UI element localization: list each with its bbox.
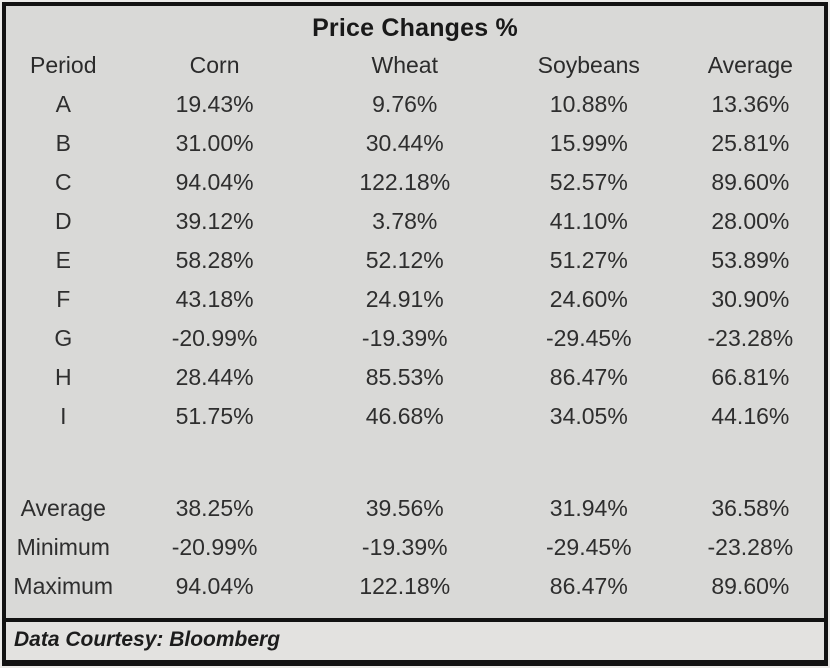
summary-label: Minimum [16,534,110,560]
average-cell: 30.90% [711,286,790,312]
corn-cell: -20.99% [171,534,258,560]
corn-cell: 19.43% [175,91,254,117]
corn-cell: 94.04% [175,573,254,599]
table-row-b: B 31.00% 30.44% 15.99% 25.81% [6,124,824,163]
price-changes-table: Period Corn Wheat Soybeans Average A 19.… [6,46,824,606]
wheat-cell: 122.18% [359,169,451,195]
soybeans-cell: -29.45% [545,325,632,351]
period-cell: C [54,169,72,195]
wheat-cell: 85.53% [365,364,444,390]
wheat-cell: 3.78% [372,208,438,234]
soybeans-cell: 15.99% [549,130,628,156]
col-header-soybeans: Soybeans [537,52,640,78]
table-row-c: C 94.04% 122.18% 52.57% 89.60% [6,163,824,202]
soybeans-cell: 86.47% [549,364,628,390]
wheat-cell: 39.56% [365,495,444,521]
table-row-i: I 51.75% 46.68% 34.05% 44.16% [6,397,824,436]
average-cell: 28.00% [711,208,790,234]
corn-cell: 58.28% [175,247,254,273]
average-cell: 89.60% [711,573,790,599]
period-cell: A [55,91,71,117]
summary-label: Average [20,495,106,521]
period-cell: I [60,403,67,429]
soybeans-cell: 24.60% [549,286,628,312]
average-cell: 89.60% [711,169,790,195]
spacer-cell [6,436,824,489]
wheat-cell: 46.68% [365,403,444,429]
table-title: Price Changes % [312,14,518,42]
wheat-cell: 122.18% [359,573,451,599]
corn-cell: 43.18% [175,286,254,312]
period-cell: E [55,247,71,273]
period-cell: F [56,286,71,312]
footnote-text: Data Courtesy: Bloomberg [14,628,281,651]
period-cell: D [54,208,72,234]
soybeans-cell: 41.10% [549,208,628,234]
corn-cell: 31.00% [175,130,254,156]
corn-cell: 38.25% [175,495,254,521]
average-cell: 66.81% [711,364,790,390]
soybeans-cell: 10.88% [549,91,628,117]
table-row-h: H 28.44% 85.53% 86.47% 66.81% [6,358,824,397]
corn-cell: 39.12% [175,208,254,234]
average-cell: -23.28% [707,325,794,351]
corn-cell: -20.99% [171,325,258,351]
average-cell: 25.81% [711,130,790,156]
summary-row-maximum: Maximum 94.04% 122.18% 86.47% 89.60% [6,567,824,606]
wheat-cell: -19.39% [361,534,448,560]
period-cell: H [54,364,72,390]
period-cell: G [54,325,73,351]
period-cell: B [55,130,71,156]
corn-cell: 28.44% [175,364,254,390]
average-cell: -23.28% [707,534,794,560]
soybeans-cell: 34.05% [549,403,628,429]
average-cell: 36.58% [711,495,790,521]
table-row-f: F 43.18% 24.91% 24.60% 30.90% [6,280,824,319]
summary-row-average: Average 38.25% 39.56% 31.94% 36.58% [6,489,824,528]
summary-label: Maximum [13,573,114,599]
soybeans-cell: 51.27% [549,247,628,273]
soybeans-cell: 86.47% [549,573,628,599]
corn-cell: 51.75% [175,403,254,429]
table-row-d: D 39.12% 3.78% 41.10% 28.00% [6,202,824,241]
table-row-g: G -20.99% -19.39% -29.45% -23.28% [6,319,824,358]
average-cell: 53.89% [711,247,790,273]
table-row-e: E 58.28% 52.12% 51.27% 53.89% [6,241,824,280]
summary-row-minimum: Minimum -20.99% -19.39% -29.45% -23.28% [6,528,824,567]
col-header-corn: Corn [189,52,240,78]
soybeans-cell: 52.57% [549,169,628,195]
wheat-cell: 52.12% [365,247,444,273]
wheat-cell: 9.76% [372,91,438,117]
header-row: Period Corn Wheat Soybeans Average [6,46,824,85]
spacer-row [6,436,824,489]
wheat-cell: -19.39% [361,325,448,351]
data-source-footnote: Data Courtesy: Bloomberg [6,618,824,660]
col-header-average: Average [707,52,793,78]
wheat-cell: 30.44% [365,130,444,156]
table-row-a: A 19.43% 9.76% 10.88% 13.36% [6,85,824,124]
average-cell: 13.36% [711,91,790,117]
soybeans-cell: 31.94% [549,495,628,521]
col-header-wheat: Wheat [371,52,438,78]
wheat-cell: 24.91% [365,286,444,312]
col-header-period: Period [30,52,97,78]
corn-cell: 94.04% [175,169,254,195]
average-cell: 44.16% [711,403,790,429]
soybeans-cell: -29.45% [545,534,632,560]
